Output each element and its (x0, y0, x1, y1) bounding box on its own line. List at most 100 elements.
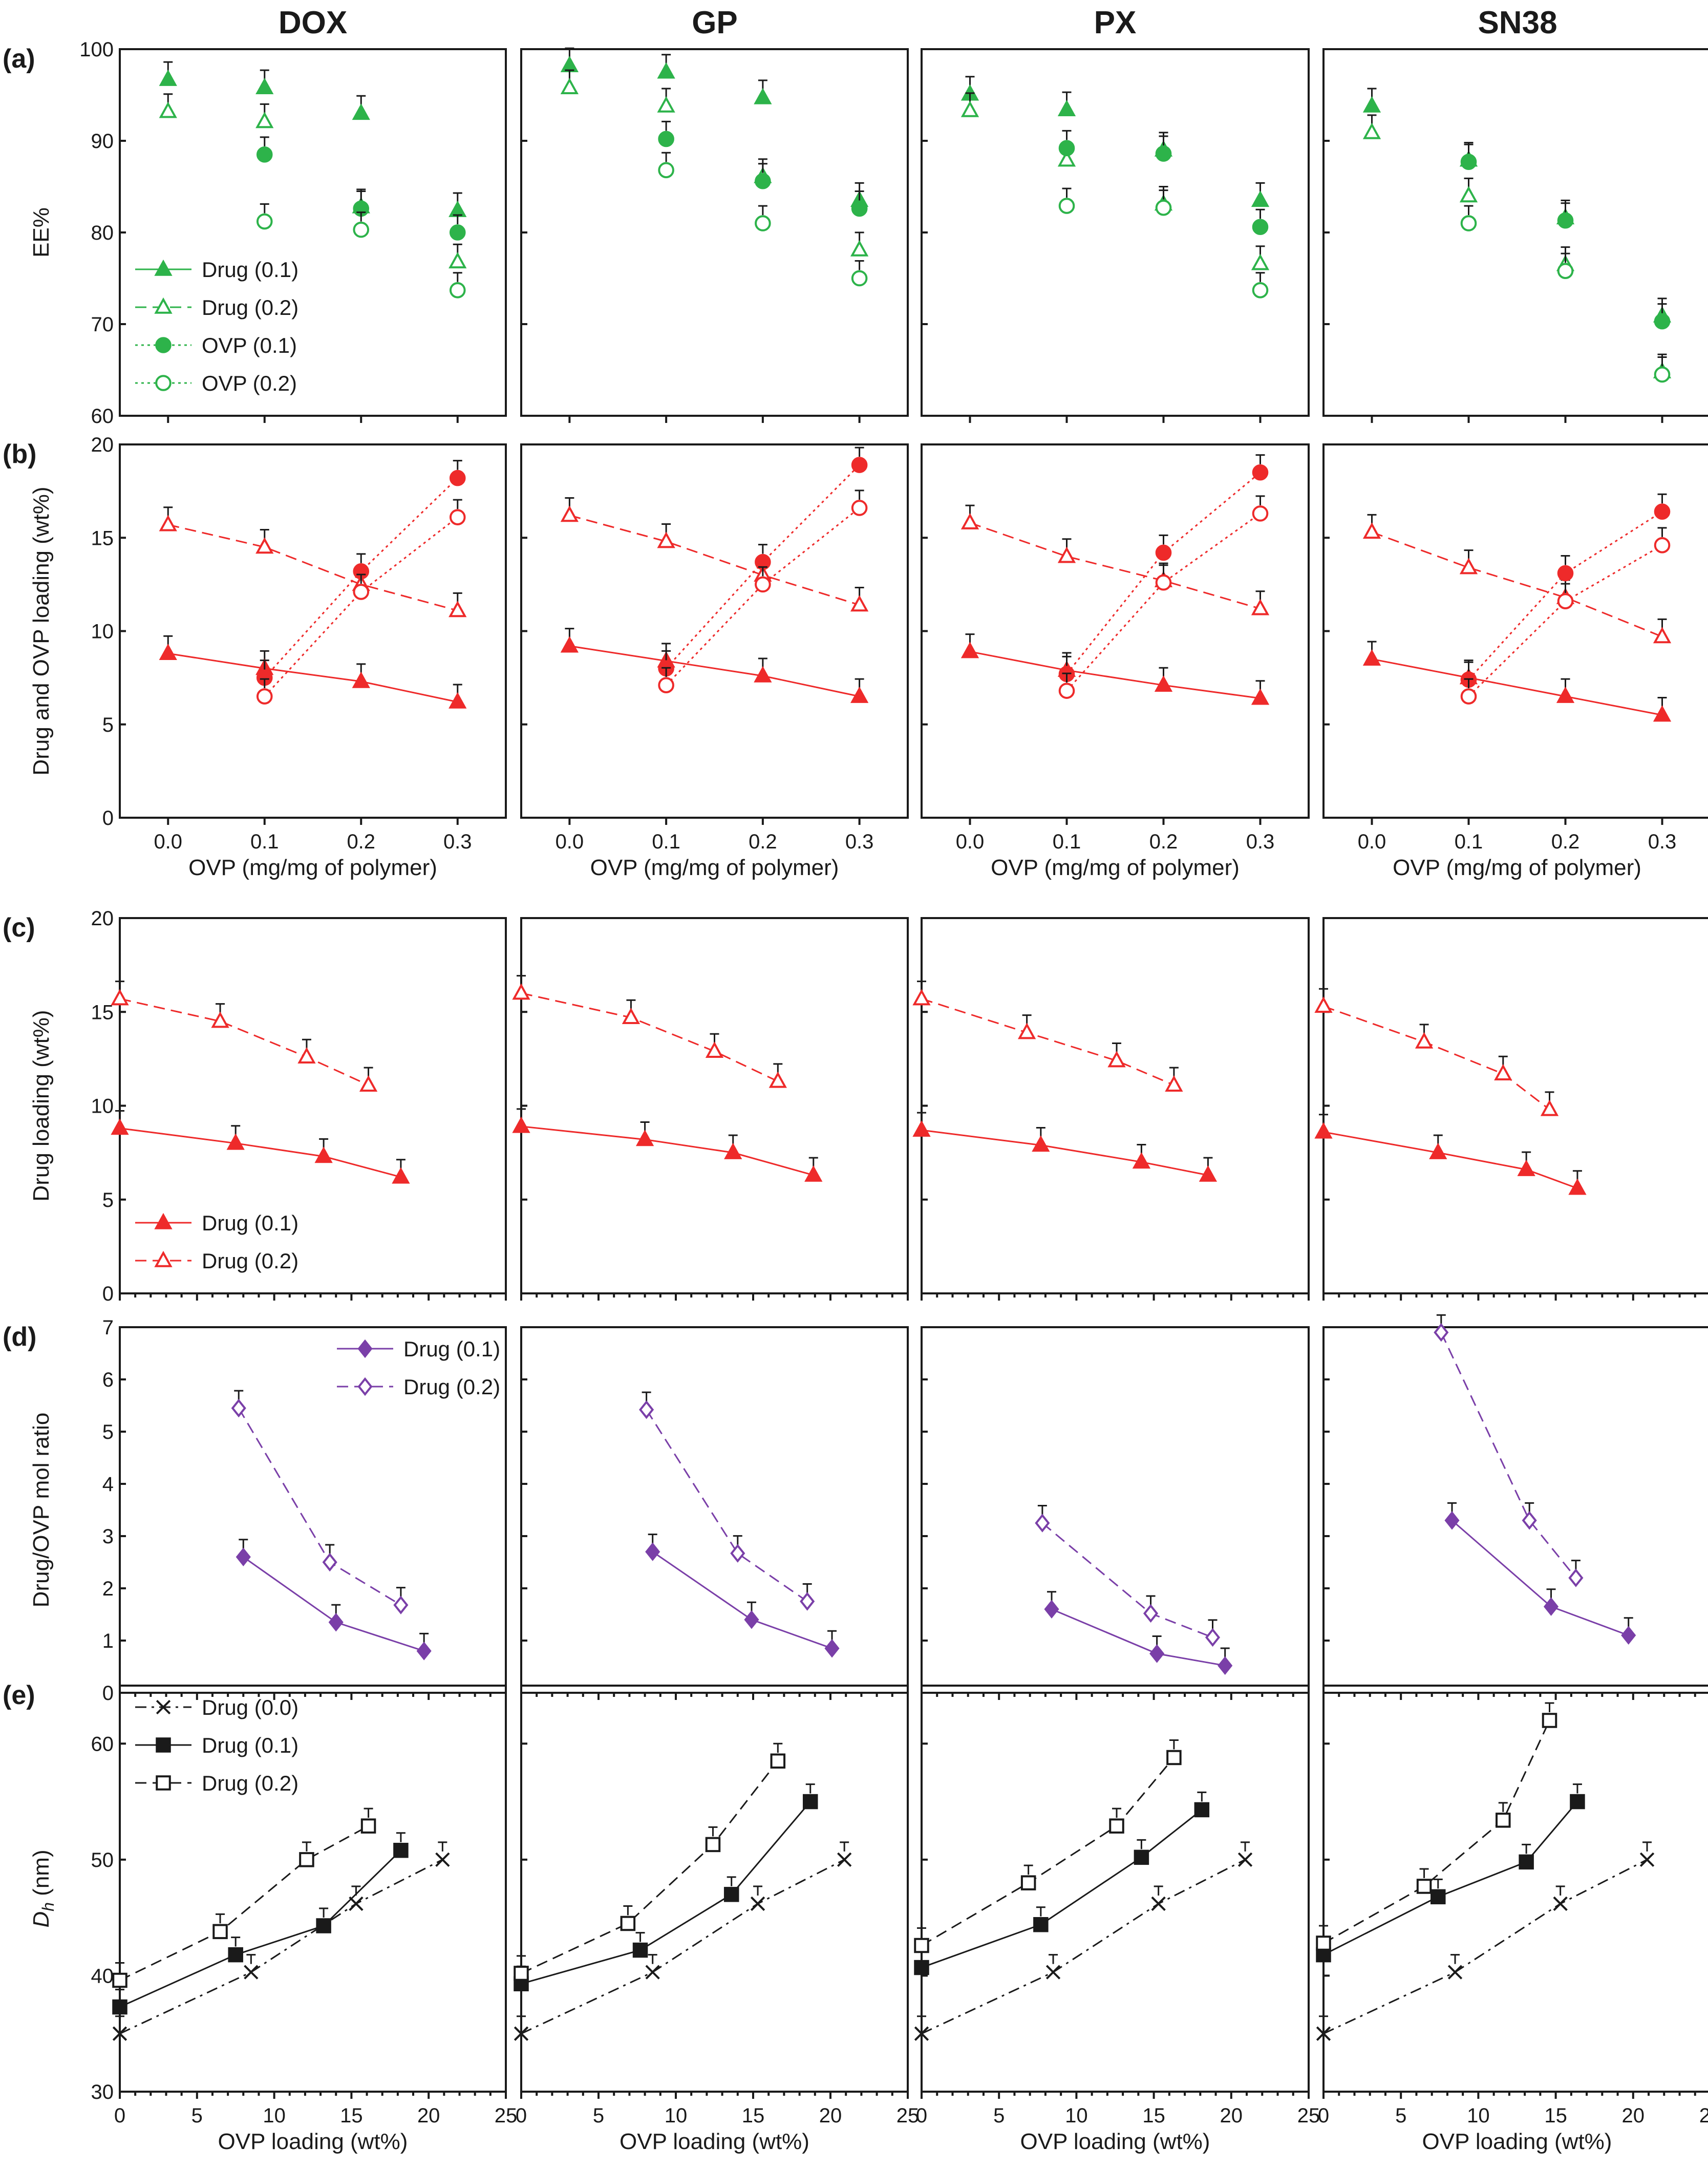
data-point (1107, 1051, 1126, 1068)
x-tick-label: 10 (1467, 2104, 1490, 2127)
data-point (1415, 1032, 1434, 1049)
data-point (850, 595, 869, 612)
data-point (449, 470, 466, 486)
subplot-gp (520, 47, 909, 423)
series-drug-0-1- (512, 1108, 823, 1182)
data-point (744, 1610, 759, 1629)
data-point (1653, 627, 1672, 644)
y-axis-label: Drug/OVP mol ratio (29, 1413, 54, 1608)
data-point (851, 270, 868, 287)
series-drug-0-1- (111, 1110, 410, 1184)
series-line (970, 651, 1261, 699)
legend-marker (154, 259, 173, 276)
x-tick-label: 10 (263, 2104, 286, 2127)
data-point (622, 1008, 640, 1025)
legend-label: Drug (0.1) (202, 258, 298, 282)
data-point (112, 1999, 127, 2015)
data-point (1194, 1802, 1210, 1818)
data-point (914, 1960, 929, 1975)
x-tick-label: 0.0 (154, 831, 182, 853)
data-point (635, 1130, 654, 1146)
data-point (912, 1120, 931, 1137)
subplot-sn38 (1322, 48, 1708, 423)
plot-frame (921, 443, 1310, 819)
data-point (730, 1544, 745, 1563)
series-drug-0-1- (112, 1832, 409, 2015)
data-point (1556, 686, 1575, 703)
data-point (723, 1887, 739, 1902)
data-point (1032, 1135, 1050, 1152)
data-point (1057, 100, 1076, 116)
x-tick-label: 20 (819, 2104, 842, 2127)
data-point (1429, 1142, 1447, 1159)
data-point (1155, 574, 1172, 591)
legend: Drug (0.1) Drug (0.2) OVP (0.1) OVP (0.2) (135, 258, 298, 395)
series-drug-0-2- (914, 1739, 1182, 1953)
series-line (921, 1757, 1175, 1946)
data-point (560, 636, 579, 653)
series-drug-0-1- (159, 635, 467, 709)
data-point (914, 2026, 929, 2041)
data-point (755, 215, 771, 231)
plot-frame (1322, 1685, 1708, 2093)
series-ovp-0-2- (256, 499, 466, 705)
x-tick-label: 0.3 (1648, 831, 1677, 853)
data-point (1431, 1889, 1446, 1905)
y-tick-label: 7 (102, 1316, 114, 1339)
y-tick-label: 70 (91, 313, 114, 336)
legend-marker (156, 1699, 171, 1715)
series-drug-0-2- (639, 1391, 815, 1611)
data-point (632, 1942, 648, 1958)
x-axis-label: OVP (mg/mg of polymer) (590, 855, 839, 880)
data-point (1654, 313, 1671, 330)
y-tick-label: 0 (102, 1283, 114, 1305)
series-drug-0-1- (914, 1791, 1210, 1975)
series-drug-0-2- (159, 93, 467, 269)
data-point (212, 1924, 228, 1940)
data-point (449, 224, 466, 241)
plot-frame (119, 443, 507, 819)
data-point (256, 146, 273, 163)
data-point (768, 1071, 787, 1088)
data-point (1460, 215, 1477, 231)
x-tick-label: 20 (1220, 2104, 1243, 2127)
y-tick-label: 40 (91, 1965, 114, 1987)
y-tick-label: 20 (91, 434, 114, 456)
x-tick-label: 0 (916, 2104, 927, 2127)
series-drug-0-2- (1314, 988, 1559, 1116)
data-point (255, 537, 274, 554)
data-point (1154, 675, 1173, 692)
data-point (1494, 1064, 1512, 1080)
data-point (1058, 198, 1075, 214)
legend: Drug (0.0) Drug (0.1) Drug (0.2) (135, 1695, 298, 1795)
series-drug-0-1- (1444, 1502, 1636, 1645)
series-line (1323, 1859, 1648, 2035)
plot-frame (520, 1326, 909, 1694)
data-point (435, 1852, 450, 1867)
data-point (297, 1047, 316, 1064)
x-tick-label: 0.0 (556, 831, 584, 853)
series-line (1041, 1522, 1213, 1639)
y-tick-label: 80 (91, 222, 114, 244)
data-point (159, 644, 177, 661)
data-point (255, 112, 274, 129)
data-point (256, 213, 273, 230)
data-point (1165, 1075, 1183, 1092)
data-point (1251, 599, 1270, 615)
data-point (1109, 1818, 1124, 1834)
series-line (521, 1801, 811, 1985)
subplot-sn38: 0 5 10 15 20 25 OVP loading (wt%) (1316, 1685, 1708, 2154)
series-drug-0-2- (560, 69, 869, 257)
x-axis-label: OVP (mg/mg of polymer) (991, 855, 1240, 880)
data-point (1155, 145, 1172, 162)
series-drug-0-2- (512, 975, 787, 1088)
data-point (1020, 1875, 1036, 1890)
data-point (1362, 122, 1381, 139)
column-title-dox: DOX (279, 5, 347, 40)
x-tick-label: 0 (114, 2104, 125, 2127)
y-tick-label: 90 (91, 130, 114, 153)
subplot-px (921, 48, 1310, 423)
plot-frame (921, 1326, 1310, 1694)
data-point (1557, 263, 1574, 279)
legend-label: Drug (0.2) (202, 1771, 298, 1795)
